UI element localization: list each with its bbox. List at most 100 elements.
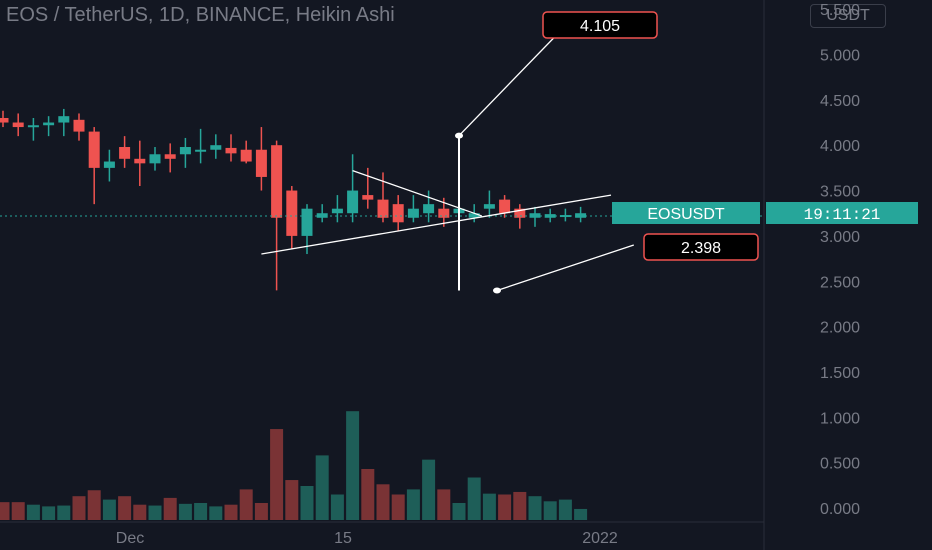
candle [134,140,146,187]
candle-body [0,117,9,123]
candle [575,206,587,223]
volume-bar [224,504,238,520]
candle [179,137,191,168]
candle-body [119,147,131,159]
upper-callout-line [458,22,569,137]
volume-bar [133,504,147,520]
volume-bar [239,489,253,520]
candle [362,167,374,209]
y-tick-label: 1.000 [820,410,860,427]
upper-target-callout[interactable]: 4.105 [542,11,658,39]
price-tag: EOSUSDT 19:11:21 [612,202,918,224]
volume-bar [346,411,360,520]
volume-bar [437,489,451,520]
candle-body [362,195,374,200]
volume-bar [467,477,481,520]
y-tick-label: 0.500 [820,456,860,473]
candle [225,134,237,162]
candle [514,204,526,229]
candle [195,128,207,164]
candle-body [210,145,222,150]
x-tick-label: 2022 [582,530,618,547]
candle-body [377,199,389,218]
volume-bar [482,493,496,520]
y-tick-label: 3.000 [820,229,860,246]
volume-bar [26,504,40,520]
candle-body [225,147,237,154]
volume-bars [0,411,588,520]
volume-bar [11,502,25,520]
candle-body [331,208,343,214]
y-tick-label: 4.000 [820,138,860,155]
volume-bar [543,501,557,520]
candle-body [514,208,526,218]
candle [529,206,541,227]
y-tick-label: 2.000 [820,320,860,337]
volume-bar [285,480,299,520]
y-tick-label: 5.500 [820,2,860,19]
candle [316,204,328,223]
candle-body [12,122,24,128]
currency-badge[interactable]: USDT [810,4,886,28]
volume-bar [513,491,527,520]
volume-bar [209,506,223,520]
y-tick-label: 4.500 [820,93,860,110]
volume-bar [102,499,116,520]
candle-body [88,131,100,168]
candle [407,195,419,223]
candle [149,147,161,171]
price-tag-countdown: 19:11:21 [804,206,881,224]
candle [347,154,359,223]
candle-body [423,204,435,214]
candle-body [149,154,161,164]
volume-bar [118,496,132,520]
price-axis[interactable]: 0.000 0.500 1.000 1.500 2.000 2.500 3.000 3.500… [820,2,860,518]
candle [103,149,115,182]
volume-bar [376,484,390,520]
candle [255,127,267,191]
lower-target-callout[interactable]: 2.398 [643,233,759,261]
volume-bar [270,429,284,520]
candle [58,108,70,137]
x-tick-label: 15 [334,530,352,547]
volume-bar [558,499,572,520]
volume-bar [72,496,86,520]
candle-body [286,190,298,236]
volume-bar [300,486,314,520]
volume-bar [422,459,436,520]
candle [483,190,495,218]
volume-bar [498,494,512,520]
volume-bar [315,455,329,520]
candle [210,134,222,159]
time-axis[interactable]: Dec 15 2022 [116,530,618,547]
volume-bar [254,503,268,520]
candle [43,116,55,137]
candle [88,127,100,205]
lower-callout-line [496,244,635,292]
candle-body [27,125,39,128]
candle-body [407,208,419,218]
triangle-lower-line [261,194,612,255]
candle [331,195,343,223]
candle-body [195,149,207,152]
candle-body [73,119,85,132]
candle [286,186,298,250]
candle-body [438,208,450,218]
y-tick-label: 5.000 [820,48,860,65]
volume-bar [0,502,10,520]
volume-bar [406,489,420,520]
candle [240,140,252,164]
drawings[interactable] [261,22,635,294]
y-tick-label: 3.500 [820,184,860,201]
volume-bar [178,503,192,520]
candle-body [316,213,328,218]
candle [73,113,85,141]
candle [12,113,24,137]
volume-bar [194,503,208,520]
volume-bar [163,497,177,520]
candle-body [164,154,176,159]
candle-body [255,149,267,177]
upper-anchor-point [455,132,463,139]
volume-bar [87,490,101,520]
